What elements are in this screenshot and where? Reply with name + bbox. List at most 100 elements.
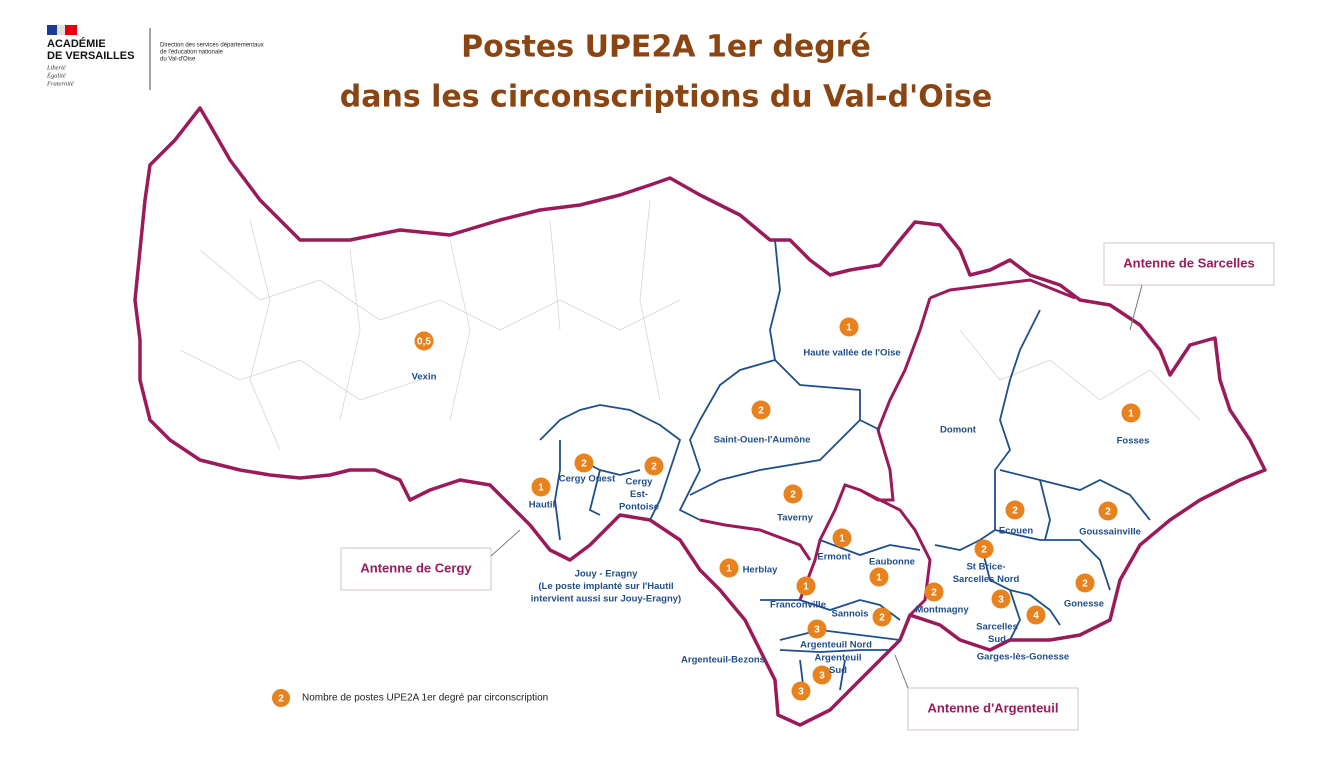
badge-count: 1: [839, 534, 845, 545]
circo-label: Est-: [630, 489, 648, 500]
direction: du Val-d'Oise: [160, 57, 196, 63]
flag-white: [57, 25, 65, 35]
badge: [796, 576, 816, 596]
badge: [872, 607, 892, 627]
title: dans les circonscriptions du Val-d'Oise: [340, 80, 993, 115]
badge-count: 3: [998, 595, 1004, 606]
direction: Direction des services départementaux: [160, 43, 264, 49]
logo: [47, 25, 151, 90]
circo-label: Argenteuil-Bezons: [681, 655, 765, 666]
badge-count: 3: [798, 687, 804, 698]
circo-label: Ecouen: [999, 526, 1034, 537]
circo-label: Garges-lès-Gonesse: [977, 652, 1069, 663]
circo-label: Herblay: [743, 565, 779, 576]
badge: [924, 582, 944, 602]
circo-label: intervient aussi sur Jouy-Eragny): [531, 594, 681, 605]
badge: [719, 558, 739, 578]
motto: Liberté: [46, 64, 67, 71]
circo-label: Sannois: [832, 609, 869, 620]
flag-red: [65, 25, 77, 35]
antenne-label: Antenne de Cergy: [360, 560, 472, 575]
circo-label: Hautil: [529, 500, 555, 511]
circo-label: Vexin: [412, 372, 437, 383]
circo-label: Domont: [940, 425, 977, 436]
antenne-box: [340, 547, 492, 591]
badge-count: 2: [931, 588, 937, 599]
circo-label: Sarcelles Nord: [953, 574, 1020, 585]
circo-label: Cergy Ouest: [559, 474, 616, 485]
badge: [1121, 403, 1141, 423]
circo-label: Eaubonne: [869, 557, 915, 568]
antenne-box: [1103, 242, 1275, 286]
title: Postes UPE2A 1er degré: [461, 30, 871, 65]
badge-count: 2: [1105, 507, 1111, 518]
circo-label: (Le poste implanté sur l'Hautil: [538, 581, 673, 592]
circo-boundary: [539, 239, 1151, 701]
badge-count: 3: [814, 625, 820, 636]
legend-badge-text: 2: [278, 694, 284, 705]
circo-label: Pontoise: [619, 502, 659, 513]
badge-count: 2: [981, 545, 987, 556]
circo-label: Haute vallée de l'Oise: [803, 348, 900, 359]
circo-label: Gonesse: [1064, 599, 1104, 610]
badge: [1005, 500, 1025, 520]
circonscriptions: 0,5 Vexin 1 Haute vallée de l'Oise 2 Saint-Ou…: [412, 317, 1150, 701]
badge: [751, 400, 771, 420]
badge: [1098, 501, 1118, 521]
circo-label: Ermont: [817, 552, 851, 563]
badge-count: 2: [1082, 579, 1088, 590]
badge: [991, 589, 1011, 609]
badge: [839, 317, 859, 337]
badge-count: 3: [819, 671, 825, 682]
circo-label: Sud: [988, 634, 1006, 645]
department-outline: [133, 106, 1267, 727]
badge-count: 1: [538, 483, 544, 494]
badge-count: 0,5: [417, 337, 431, 348]
circo-label: Goussainville: [1079, 527, 1141, 538]
badge-count: 1: [726, 564, 732, 575]
badge: [791, 681, 811, 701]
badge-count: 1: [876, 573, 882, 584]
badge: [869, 567, 889, 587]
antenne-label: Antenne d'Argenteuil: [928, 700, 1059, 715]
leader-line: [894, 654, 909, 689]
badge-count: 1: [803, 582, 809, 593]
circo-label: Fosses: [1117, 436, 1150, 447]
badge-count: 2: [581, 459, 587, 470]
badge-count: 2: [790, 490, 796, 501]
antenne-box: [907, 687, 1079, 731]
badge: [1075, 573, 1095, 593]
circo-label: Sud: [829, 665, 847, 676]
badge: [832, 528, 852, 548]
badge: [574, 453, 594, 473]
badge: [414, 331, 434, 351]
circo-label: Argenteuil Nord: [800, 640, 872, 651]
badge: [974, 539, 994, 559]
badge: [1026, 605, 1046, 625]
circo-label: Montmagny: [915, 605, 969, 616]
commune-lines: [179, 199, 1201, 451]
circo-label: Sarcelles: [976, 622, 1018, 633]
antenne-label: Antenne de Sarcelles: [1123, 255, 1255, 270]
badge-count: 2: [758, 406, 764, 417]
badge: [644, 456, 664, 476]
badge: [531, 477, 551, 497]
badge-count: 2: [879, 613, 885, 624]
antenne-boundary: [699, 278, 1076, 617]
circo-label: St Brice-: [966, 562, 1005, 573]
badge-count: 2: [1012, 506, 1018, 517]
badge-count: 2: [651, 462, 657, 473]
legend-text: Nombre de postes UPE2A 1er degré par cir…: [302, 693, 548, 704]
circo-label: Argenteuil: [815, 653, 862, 664]
circo-label: Franconville: [770, 600, 826, 611]
circo-label: Jouy - Eragny: [575, 569, 639, 580]
badge-count: 1: [1128, 409, 1134, 420]
legend-badge: [272, 689, 290, 707]
logo-line: DE VERSAILLES: [47, 50, 134, 62]
badge: [812, 665, 832, 685]
motto: Égalité: [46, 71, 67, 79]
direction: de l'éducation nationale: [160, 50, 224, 56]
badge: [783, 484, 803, 504]
